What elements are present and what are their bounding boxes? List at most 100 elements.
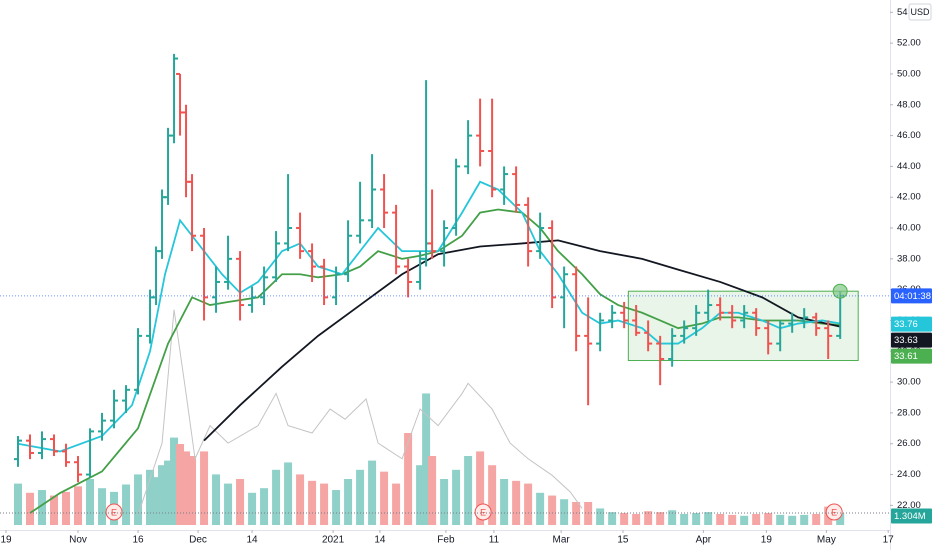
volume-bar bbox=[14, 483, 23, 525]
moving-average-line bbox=[203, 239, 841, 442]
volume-bar bbox=[560, 499, 569, 525]
volume-bar bbox=[164, 460, 173, 525]
volume-bar bbox=[596, 508, 605, 525]
volume-bar bbox=[488, 465, 497, 525]
volume-bar bbox=[260, 488, 269, 525]
volume-bar bbox=[764, 513, 773, 525]
y-tick-label: 48.00 bbox=[897, 99, 921, 110]
volume-bar bbox=[296, 474, 305, 525]
volume-bar bbox=[176, 444, 185, 525]
volume-average-line bbox=[137, 309, 583, 516]
x-tick-label: 2021 bbox=[322, 535, 345, 546]
price-tag-label: 33.76 bbox=[894, 319, 918, 330]
volume-bar bbox=[392, 483, 401, 525]
volume-bar bbox=[146, 469, 155, 525]
volume-bar bbox=[26, 492, 35, 525]
price-tag bbox=[891, 348, 932, 364]
earnings-label: E bbox=[480, 507, 486, 517]
x-tick-label: Feb bbox=[437, 535, 455, 546]
volume-bar bbox=[356, 469, 365, 525]
volume-bar bbox=[416, 465, 425, 525]
volume-bar bbox=[620, 513, 629, 525]
volume-bar bbox=[62, 491, 71, 525]
moving-average-line bbox=[29, 208, 841, 514]
volume-bar bbox=[548, 495, 557, 525]
volume-bar bbox=[284, 462, 293, 525]
volume-bar bbox=[836, 513, 845, 525]
y-tick-label: 44.00 bbox=[897, 161, 921, 172]
volume-bar bbox=[632, 513, 641, 525]
volume-bar bbox=[98, 488, 107, 525]
x-tick-label: Dec bbox=[189, 535, 207, 546]
y-tick-label: 22.00 bbox=[897, 500, 921, 511]
y-tick-label: 46.00 bbox=[897, 130, 921, 141]
price-tag bbox=[891, 316, 932, 332]
volume-bar bbox=[776, 514, 785, 525]
y-tick-label: 38.00 bbox=[897, 253, 921, 264]
volume-bar bbox=[440, 479, 449, 525]
x-tick-label: 14 bbox=[246, 535, 258, 546]
volume-bar bbox=[752, 513, 761, 525]
volume-bar bbox=[422, 393, 431, 525]
y-tick-label: 40.00 bbox=[897, 223, 921, 234]
time-axis bbox=[0, 530, 890, 550]
y-tick-label: 42.00 bbox=[897, 192, 921, 203]
volume-bar bbox=[212, 474, 221, 525]
volume-bar bbox=[788, 515, 797, 525]
price-axis bbox=[890, 0, 932, 550]
volume-tag bbox=[891, 508, 932, 524]
y-tick-label: 28.00 bbox=[897, 407, 921, 418]
earnings-marker bbox=[474, 503, 492, 521]
volume-bar bbox=[740, 515, 749, 525]
volume-bar bbox=[248, 492, 257, 525]
volume-bar bbox=[320, 483, 329, 525]
alert-marker bbox=[832, 283, 848, 299]
volume-bar bbox=[404, 433, 413, 525]
volume-bar bbox=[170, 437, 179, 525]
currency-box bbox=[908, 3, 932, 21]
volume-bar bbox=[512, 480, 521, 525]
volume-bar bbox=[380, 471, 389, 525]
volume-bar bbox=[812, 513, 821, 525]
moving-average-line bbox=[17, 180, 841, 453]
volume-bar bbox=[524, 483, 533, 525]
x-tick-label: 16 bbox=[132, 535, 144, 546]
y-tick-label: 26.00 bbox=[897, 438, 921, 449]
volume-bar bbox=[476, 451, 485, 525]
volume-bar bbox=[38, 490, 47, 525]
volume-bar bbox=[536, 492, 545, 525]
volume-bar bbox=[680, 513, 689, 525]
price-tag-label: 33.63 bbox=[894, 335, 918, 346]
volume-bar bbox=[428, 456, 437, 525]
y-tick-label: 50.00 bbox=[897, 68, 921, 79]
volume-bar bbox=[236, 479, 245, 525]
last-price-tag-label: 04:01:38 bbox=[894, 291, 931, 302]
x-tick-label: 19 bbox=[0, 535, 12, 546]
volume-bar bbox=[644, 511, 653, 525]
volume-bar bbox=[500, 479, 509, 525]
x-tick-label: Mar bbox=[553, 535, 571, 546]
volume-bar bbox=[716, 513, 725, 525]
y-tick-label: 24.00 bbox=[897, 469, 921, 480]
volume-tag-label: 1.304M bbox=[894, 511, 926, 522]
volume-bar bbox=[656, 512, 665, 525]
currency-label: USD bbox=[910, 7, 930, 17]
volume-bar bbox=[50, 495, 59, 525]
volume-bar bbox=[152, 477, 161, 525]
volume-bar bbox=[122, 484, 131, 525]
price-tag-label: 33.61 bbox=[894, 351, 918, 362]
volume-bar bbox=[200, 451, 209, 525]
volume-bar bbox=[308, 480, 317, 525]
x-tick-label: May bbox=[817, 535, 836, 546]
x-tick-label: 15 bbox=[617, 535, 629, 546]
volume-bar bbox=[86, 479, 95, 525]
volume-bar bbox=[800, 514, 809, 525]
price-tag bbox=[891, 332, 932, 348]
last-price-tag bbox=[891, 288, 932, 304]
earnings-marker bbox=[105, 503, 123, 521]
volume-bar bbox=[182, 451, 191, 525]
x-tick-label: Apr bbox=[696, 535, 712, 546]
volume-bar bbox=[332, 490, 341, 525]
volume-bar bbox=[452, 469, 461, 525]
